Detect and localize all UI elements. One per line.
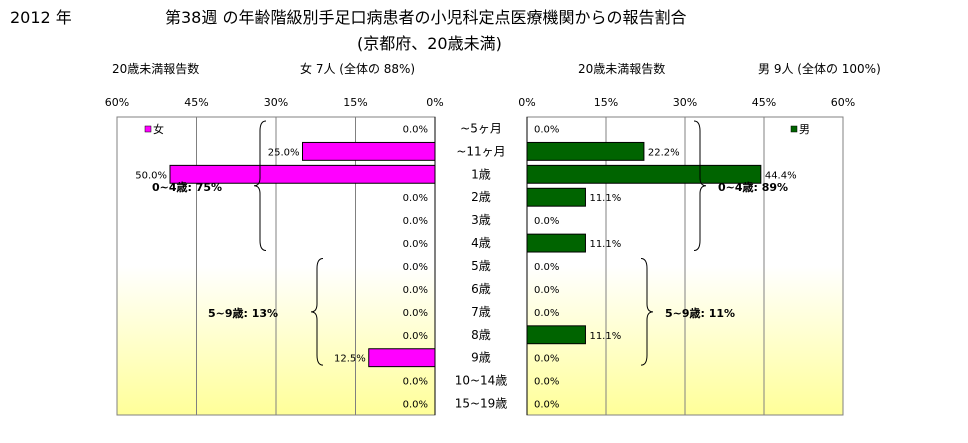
- tick-label: 45%: [184, 96, 208, 109]
- tick-label: 0%: [426, 96, 443, 109]
- data-label-male: 0.0%: [534, 262, 559, 273]
- tick-label: 30%: [673, 96, 697, 109]
- tick-label: 45%: [752, 96, 776, 109]
- data-label-female: 0.0%: [403, 377, 428, 388]
- bar-male: [526, 141, 645, 161]
- category-label: 7歳: [471, 305, 491, 319]
- tick-label: 0%: [518, 96, 535, 109]
- tick-label: 15%: [594, 96, 618, 109]
- data-label-male: 44.4%: [765, 170, 797, 181]
- data-label-female: 0.0%: [403, 124, 428, 135]
- data-label-male: 0.0%: [534, 308, 559, 319]
- bar-male: [526, 325, 586, 345]
- data-label-male: 0.0%: [534, 285, 559, 296]
- tick-label: 60%: [831, 96, 855, 109]
- category-label: 3歳: [471, 213, 491, 227]
- data-label-male: 22.2%: [648, 147, 680, 158]
- bar-female: [368, 348, 436, 368]
- bar-male: [526, 164, 762, 184]
- data-label-male: 11.1%: [589, 331, 621, 342]
- left-count-label: 20歳未満報告数: [112, 62, 200, 76]
- data-label-female: 50.0%: [135, 170, 167, 181]
- data-label-male: 0.0%: [534, 124, 559, 135]
- brace-male-0-4: [693, 120, 707, 252]
- data-label-female: 0.0%: [403, 262, 428, 273]
- data-label-female: 0.0%: [403, 285, 428, 296]
- data-label-female: 0.0%: [403, 193, 428, 204]
- legend-swatch-male: [790, 125, 798, 133]
- bar-male: [526, 187, 586, 207]
- bar-female: [302, 141, 436, 161]
- group-annotation-male-0-4: 0~4歳: 89%: [718, 180, 788, 194]
- data-label-male: 0.0%: [534, 354, 559, 365]
- data-label-female: 0.0%: [403, 331, 428, 342]
- data-label-female: 0.0%: [403, 216, 428, 227]
- chart-year: 2012 年: [10, 8, 72, 27]
- chart-subtitle: (京都府、20歳未満): [357, 34, 502, 53]
- legend-label-male: 男: [799, 123, 810, 136]
- category-label: 9歳: [471, 351, 491, 365]
- bar-female: [169, 164, 436, 184]
- data-label-female: 12.5%: [334, 354, 366, 365]
- category-label: 10~14歳: [455, 374, 508, 388]
- right-count-label: 20歳未満報告数: [578, 62, 666, 76]
- category-label: 4歳: [471, 236, 491, 250]
- legend-label-female: 女: [153, 122, 164, 136]
- data-label-female: 0.0%: [403, 308, 428, 319]
- category-label: 1歳: [471, 167, 491, 181]
- brace-female-5-9: [310, 258, 324, 366]
- group-annotation-male-5-9: 5~9歳: 11%: [665, 306, 735, 320]
- group-annotation-female-5-9: 5~9歳: 13%: [208, 306, 278, 320]
- bar-male: [526, 233, 586, 253]
- category-label: 5歳: [471, 259, 491, 273]
- category-label: 8歳: [471, 328, 491, 342]
- data-label-male: 11.1%: [589, 239, 621, 250]
- category-label: 6歳: [471, 282, 491, 296]
- tick-label: 15%: [343, 96, 367, 109]
- data-label-female: 0.0%: [403, 239, 428, 250]
- legend-swatch-female: [144, 125, 152, 133]
- data-label-male: 0.0%: [534, 216, 559, 227]
- category-label: ~5ヶ月: [460, 121, 502, 135]
- left-summary: 女 7人 (全体の 88%): [300, 62, 416, 76]
- data-label-female: 0.0%: [403, 400, 428, 411]
- data-label-male: 0.0%: [534, 400, 559, 411]
- tick-label: 60%: [105, 96, 129, 109]
- brace-male-5-9: [640, 258, 654, 366]
- tick-label: 30%: [264, 96, 288, 109]
- right-summary: 男 9人 (全体の 100%): [758, 62, 881, 76]
- group-annotation-female-0-4: 0~4歳: 75%: [152, 180, 222, 194]
- chart-title: 第38週 の年齢階級別手足口病患者の小児科定点医療機関からの報告割合: [165, 8, 687, 27]
- category-label: ~11ヶ月: [456, 144, 505, 158]
- category-label: 15~19歳: [455, 397, 508, 411]
- data-label-male: 11.1%: [589, 193, 621, 204]
- data-label-female: 25.0%: [268, 147, 300, 158]
- brace-female-0-4: [253, 120, 267, 252]
- category-label: 2歳: [471, 190, 491, 204]
- data-label-male: 0.0%: [534, 377, 559, 388]
